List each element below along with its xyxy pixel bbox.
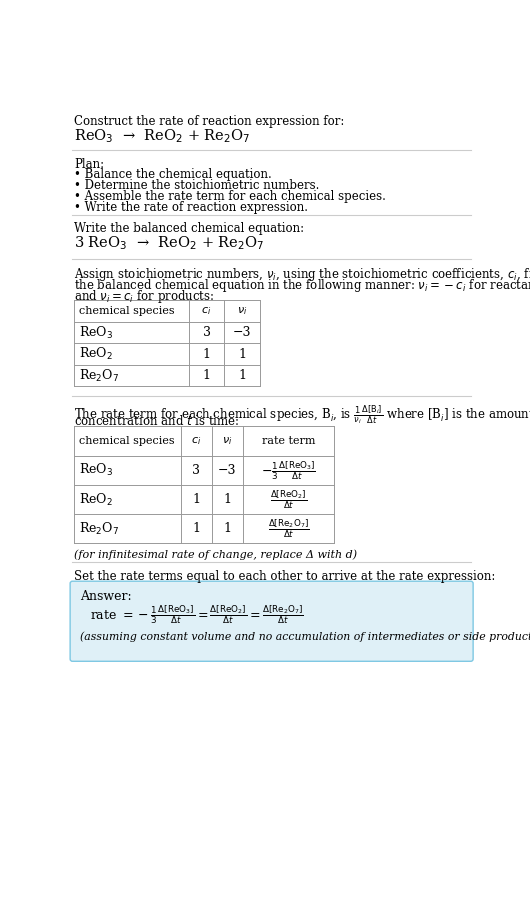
Text: Re$_2$O$_7$: Re$_2$O$_7$	[78, 368, 119, 384]
Text: rate term: rate term	[262, 436, 315, 446]
Text: 3: 3	[202, 326, 210, 339]
Text: • Balance the chemical equation.: • Balance the chemical equation.	[74, 168, 272, 181]
Text: The rate term for each chemical species, B$_i$, is $\frac{1}{\nu_i}\frac{\Delta[: The rate term for each chemical species,…	[74, 403, 530, 426]
Text: Write the balanced chemical equation:: Write the balanced chemical equation:	[74, 222, 304, 236]
Text: the balanced chemical equation in the following manner: $\nu_i = -c_i$ for react: the balanced chemical equation in the fo…	[74, 277, 530, 294]
Text: rate $= -\frac{1}{3}\frac{\Delta[\mathrm{ReO_3}]}{\Delta t} = \frac{\Delta[\math: rate $= -\frac{1}{3}\frac{\Delta[\mathrm…	[90, 603, 303, 626]
Text: 3: 3	[192, 464, 200, 477]
Text: ReO$_3$: ReO$_3$	[78, 462, 113, 479]
Text: 1: 1	[238, 369, 246, 382]
Text: • Assemble the rate term for each chemical species.: • Assemble the rate term for each chemic…	[74, 190, 386, 203]
Text: $\frac{\Delta[\mathrm{Re_2O_7}]}{\Delta t}$: $\frac{\Delta[\mathrm{Re_2O_7}]}{\Delta …	[268, 518, 310, 541]
Text: (assuming constant volume and no accumulation of intermediates or side products): (assuming constant volume and no accumul…	[80, 632, 530, 642]
Text: $\frac{\Delta[\mathrm{ReO_2}]}{\Delta t}$: $\frac{\Delta[\mathrm{ReO_2}]}{\Delta t}…	[270, 489, 307, 511]
Text: ReO$_3$: ReO$_3$	[78, 325, 113, 340]
Text: ReO$_2$: ReO$_2$	[78, 491, 112, 508]
Text: $\nu_i$: $\nu_i$	[222, 435, 233, 447]
FancyBboxPatch shape	[70, 581, 473, 662]
Text: Assign stoichiometric numbers, $\nu_i$, using the stoichiometric coefficients, $: Assign stoichiometric numbers, $\nu_i$, …	[74, 267, 530, 283]
Text: Construct the rate of reaction expression for:: Construct the rate of reaction expressio…	[74, 116, 344, 128]
Text: −3: −3	[233, 326, 251, 339]
Text: 1: 1	[238, 348, 246, 360]
Text: 1: 1	[192, 522, 200, 535]
Text: Answer:: Answer:	[80, 590, 132, 602]
Text: ReO$_3$  →  ReO$_2$ + Re$_2$O$_7$: ReO$_3$ → ReO$_2$ + Re$_2$O$_7$	[74, 126, 251, 145]
Text: concentration and $t$ is time:: concentration and $t$ is time:	[74, 414, 240, 428]
Text: ReO$_2$: ReO$_2$	[78, 346, 112, 362]
Text: Plan:: Plan:	[74, 157, 104, 171]
Text: $-\frac{1}{3}\frac{\Delta[\mathrm{ReO_3}]}{\Delta t}$: $-\frac{1}{3}\frac{\Delta[\mathrm{ReO_3}…	[261, 459, 316, 481]
Text: 1: 1	[224, 493, 232, 506]
Text: $\nu_i$: $\nu_i$	[237, 305, 248, 317]
Text: 1: 1	[202, 348, 210, 360]
Text: (for infinitesimal rate of change, replace Δ with d): (for infinitesimal rate of change, repla…	[74, 550, 357, 561]
Text: chemical species: chemical species	[78, 306, 174, 316]
Text: chemical species: chemical species	[78, 436, 174, 446]
Text: $c_i$: $c_i$	[191, 435, 201, 447]
Text: • Write the rate of reaction expression.: • Write the rate of reaction expression.	[74, 201, 308, 214]
Text: Re$_2$O$_7$: Re$_2$O$_7$	[78, 521, 119, 537]
Text: $c_i$: $c_i$	[201, 305, 211, 317]
Text: Set the rate terms equal to each other to arrive at the rate expression:: Set the rate terms equal to each other t…	[74, 570, 496, 582]
Text: and $\nu_i = c_i$ for products:: and $\nu_i = c_i$ for products:	[74, 288, 215, 305]
Text: 1: 1	[192, 493, 200, 506]
Text: 3 ReO$_3$  →  ReO$_2$ + Re$_2$O$_7$: 3 ReO$_3$ → ReO$_2$ + Re$_2$O$_7$	[74, 234, 264, 252]
Text: • Determine the stoichiometric numbers.: • Determine the stoichiometric numbers.	[74, 179, 320, 192]
Text: 1: 1	[224, 522, 232, 535]
Text: 1: 1	[202, 369, 210, 382]
Text: −3: −3	[218, 464, 237, 477]
